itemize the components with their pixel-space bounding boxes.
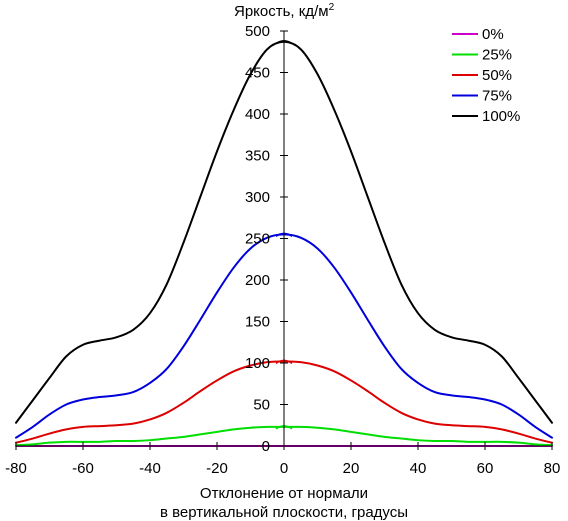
- y-axis-title-text: Яркость, кд/м: [234, 3, 329, 20]
- y-tick-label: 500: [245, 23, 270, 40]
- x-tick-label: -80: [5, 460, 27, 477]
- legend-label: 25%: [482, 47, 512, 64]
- x-tick-label: 0: [280, 460, 288, 477]
- y-tick-label: 300: [245, 189, 270, 206]
- x-axis-title-line2: в вертикальной плоскости, градусы: [160, 504, 408, 521]
- x-tick-label: 80: [544, 460, 561, 477]
- x-tick-label: 20: [343, 460, 360, 477]
- legend-label: 0%: [482, 26, 504, 43]
- legend-label: 50%: [482, 67, 512, 84]
- legend: 0% 25% 50% 75% 100%: [452, 26, 520, 125]
- x-tick-label: 60: [477, 460, 494, 477]
- y-tick-label: 0: [262, 438, 270, 455]
- legend-label: 75%: [482, 88, 512, 105]
- y-axis-title: Яркость, кд/м2: [234, 2, 335, 20]
- y-tick-label: 250: [245, 231, 270, 248]
- y-tick-label: 50: [253, 397, 270, 414]
- y-tick-label: 350: [245, 148, 270, 165]
- y-tick-label: 400: [245, 106, 270, 123]
- y-axis-title-superscript: 2: [329, 2, 335, 13]
- x-tick-label: 40: [410, 460, 427, 477]
- y-tick-label: 100: [245, 355, 270, 372]
- x-tick-label: -40: [139, 460, 161, 477]
- x-tick-label: -20: [206, 460, 228, 477]
- legend-label: 100%: [482, 108, 520, 125]
- x-axis-title-line1: Отклонение от нормали: [200, 485, 368, 502]
- y-tick-label: 200: [245, 272, 270, 289]
- x-tick-label: -60: [72, 460, 94, 477]
- y-tick-label: 450: [245, 65, 270, 82]
- y-tick-label: 150: [245, 314, 270, 331]
